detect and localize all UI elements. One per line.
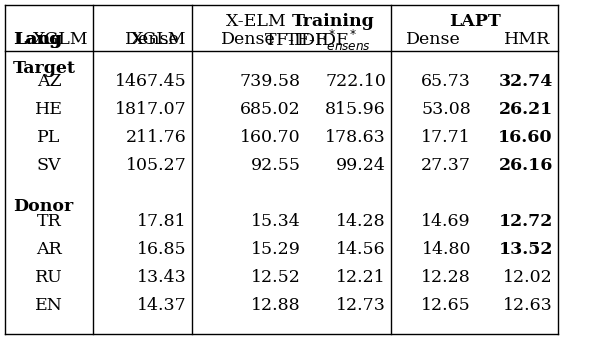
Text: 160.70: 160.70 bbox=[240, 130, 301, 146]
Text: 12.52: 12.52 bbox=[251, 270, 301, 287]
Text: TF-IDF$^*_{ens}$: TF-IDF$^*_{ens}$ bbox=[285, 27, 371, 52]
Text: 12.63: 12.63 bbox=[503, 297, 553, 314]
Text: TR: TR bbox=[36, 214, 62, 231]
Text: 17.71: 17.71 bbox=[421, 130, 471, 146]
Text: 27.37: 27.37 bbox=[421, 157, 471, 175]
Text: 12.28: 12.28 bbox=[421, 270, 471, 287]
Text: 16.60: 16.60 bbox=[498, 130, 553, 146]
Text: 14.80: 14.80 bbox=[421, 241, 471, 258]
Text: 14.37: 14.37 bbox=[137, 297, 187, 314]
Text: Donor: Donor bbox=[13, 198, 73, 215]
Text: 12.21: 12.21 bbox=[336, 270, 386, 287]
Text: 17.81: 17.81 bbox=[137, 214, 187, 231]
Text: HMR: HMR bbox=[504, 31, 550, 49]
Text: Dense: Dense bbox=[405, 31, 460, 49]
Text: RU: RU bbox=[35, 270, 63, 287]
Text: XGLM: XGLM bbox=[33, 31, 89, 49]
Text: AZ: AZ bbox=[37, 74, 61, 90]
Text: Target: Target bbox=[13, 60, 76, 77]
Text: 14.69: 14.69 bbox=[421, 214, 471, 231]
Text: 105.27: 105.27 bbox=[126, 157, 187, 175]
Text: 12.02: 12.02 bbox=[503, 270, 553, 287]
Text: 12.73: 12.73 bbox=[336, 297, 386, 314]
Text: 12.65: 12.65 bbox=[421, 297, 471, 314]
Text: TF-IDF$^*_{ens}$: TF-IDF$^*_{ens}$ bbox=[264, 27, 349, 52]
Text: Lang: Lang bbox=[13, 31, 61, 49]
Text: EN: EN bbox=[35, 297, 63, 314]
Text: Lang: Lang bbox=[14, 31, 62, 49]
Text: AR: AR bbox=[36, 241, 62, 258]
Text: LAPT: LAPT bbox=[448, 13, 500, 30]
Text: SV: SV bbox=[37, 157, 61, 175]
Text: Dense: Dense bbox=[125, 31, 180, 49]
Text: 26.16: 26.16 bbox=[498, 157, 553, 175]
Text: 1817.07: 1817.07 bbox=[115, 101, 187, 119]
Text: Training: Training bbox=[291, 13, 375, 30]
Text: 65.73: 65.73 bbox=[421, 74, 471, 90]
Text: 16.85: 16.85 bbox=[137, 241, 187, 258]
Text: 26.21: 26.21 bbox=[499, 101, 553, 119]
Text: 12.88: 12.88 bbox=[251, 297, 301, 314]
Text: 99.24: 99.24 bbox=[336, 157, 386, 175]
Text: 15.29: 15.29 bbox=[251, 241, 301, 258]
Text: PL: PL bbox=[38, 130, 60, 146]
Text: XGLM: XGLM bbox=[131, 31, 187, 49]
Text: 13.52: 13.52 bbox=[498, 241, 553, 258]
Text: 685.02: 685.02 bbox=[240, 101, 301, 119]
Text: 53.08: 53.08 bbox=[421, 101, 471, 119]
Text: X-ELM: X-ELM bbox=[226, 13, 291, 30]
Text: 178.63: 178.63 bbox=[325, 130, 386, 146]
Text: 211.76: 211.76 bbox=[126, 130, 187, 146]
Text: 32.74: 32.74 bbox=[498, 74, 553, 90]
Text: 1467.45: 1467.45 bbox=[115, 74, 187, 90]
Text: 15.34: 15.34 bbox=[251, 214, 301, 231]
Text: Dense: Dense bbox=[221, 31, 276, 49]
Text: 815.96: 815.96 bbox=[325, 101, 386, 119]
Text: 13.43: 13.43 bbox=[137, 270, 187, 287]
Text: 14.56: 14.56 bbox=[336, 241, 386, 258]
Text: 739.58: 739.58 bbox=[240, 74, 301, 90]
Text: 14.28: 14.28 bbox=[336, 214, 386, 231]
Text: HE: HE bbox=[35, 101, 63, 119]
Text: 12.72: 12.72 bbox=[499, 214, 553, 231]
Text: 722.10: 722.10 bbox=[325, 74, 386, 90]
Text: 92.55: 92.55 bbox=[251, 157, 301, 175]
